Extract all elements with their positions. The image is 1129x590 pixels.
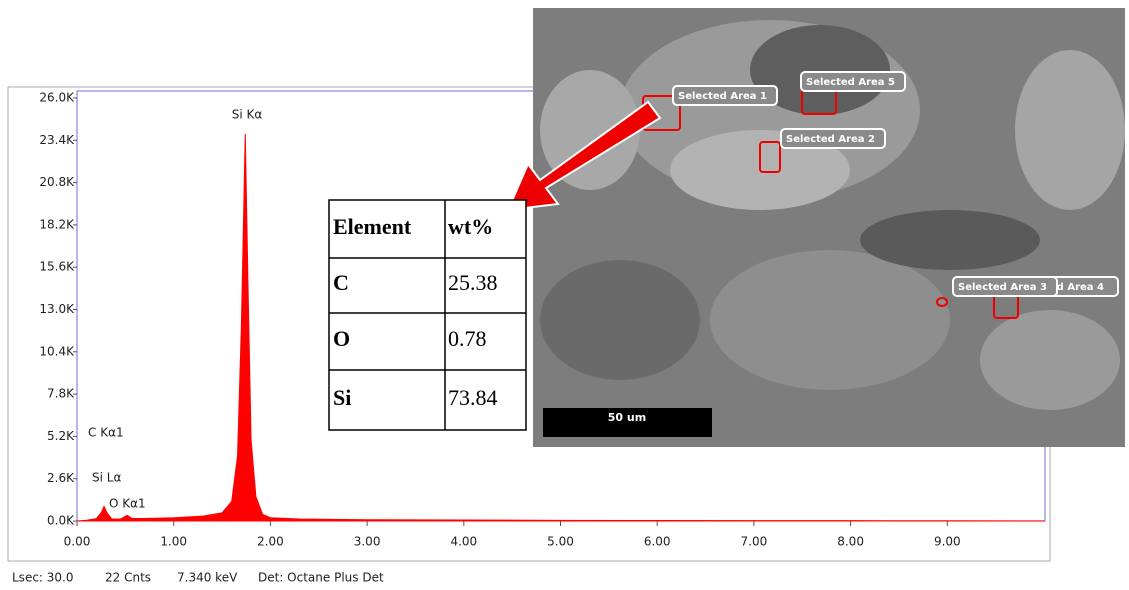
table-cell: O: [333, 326, 350, 351]
x-tick-label: 1.00: [160, 535, 187, 549]
table-cell: C: [333, 270, 349, 295]
status-text: 7.340 keV: [177, 571, 238, 585]
y-tick-label: 2.6K: [47, 471, 75, 485]
scale-bar-label: 50 um: [608, 411, 646, 424]
area-label: Selected Area 3: [958, 282, 1047, 293]
y-tick-label: 26.0K: [39, 91, 75, 105]
table-header: wt%: [448, 214, 493, 239]
area-label: Selected Area 5: [806, 77, 895, 88]
table-cell: 73.84: [448, 385, 498, 410]
table: Element wt% C 25.38 O 0.78 Si 73.84: [329, 200, 526, 430]
y-tick-label: 23.4K: [39, 133, 75, 147]
x-tick-label: 0.00: [64, 535, 91, 549]
peak-label: C Kα1: [88, 426, 124, 440]
x-tick-label: 4.00: [450, 535, 477, 549]
x-tick-label: 9.00: [934, 535, 961, 549]
page: 0.0K 2.6K 5.2K 7.8K 10.4K 13.0K 15.6K 18.2K 20.8…: [0, 0, 1129, 590]
y-tick-label: 5.2K: [47, 429, 75, 443]
status-text: Det: Octane Plus Det: [258, 571, 384, 585]
x-tick-label: 5.00: [547, 535, 574, 549]
y-tick-label: 15.6K: [39, 260, 75, 274]
area-label: Selected Area 1: [678, 91, 767, 102]
peak-label: Si Lα: [92, 471, 121, 485]
table-cell: Si: [333, 385, 351, 410]
y-tick-label: 10.4K: [39, 344, 75, 358]
y-tick-label: 20.8K: [39, 175, 75, 189]
peak-label: O Kα1: [109, 497, 146, 511]
status-text: 22 Cnts: [105, 571, 151, 585]
table-header: Element: [333, 214, 412, 239]
x-tick-label: 2.00: [257, 535, 284, 549]
table-cell: 0.78: [448, 326, 487, 351]
x-tick-label: 8.00: [837, 535, 864, 549]
x-tick-label: 7.00: [741, 535, 768, 549]
y-tick-label: 13.0K: [39, 302, 75, 316]
table-cell: 25.38: [448, 270, 498, 295]
status-text: Lsec: 30.0: [12, 571, 74, 585]
peak-label: Si Kα: [232, 108, 263, 122]
area-label: Selected Area 2: [786, 134, 875, 145]
sem-image: Selected Area 1 Selected Area 5 Selected A…: [533, 8, 1125, 447]
y-tick-label: 7.8K: [47, 387, 75, 401]
y-tick-label: 0.0K: [47, 514, 75, 528]
x-tick-label: 3.00: [354, 535, 381, 549]
y-tick-label: 18.2K: [39, 217, 75, 231]
x-tick-label: 6.00: [644, 535, 671, 549]
